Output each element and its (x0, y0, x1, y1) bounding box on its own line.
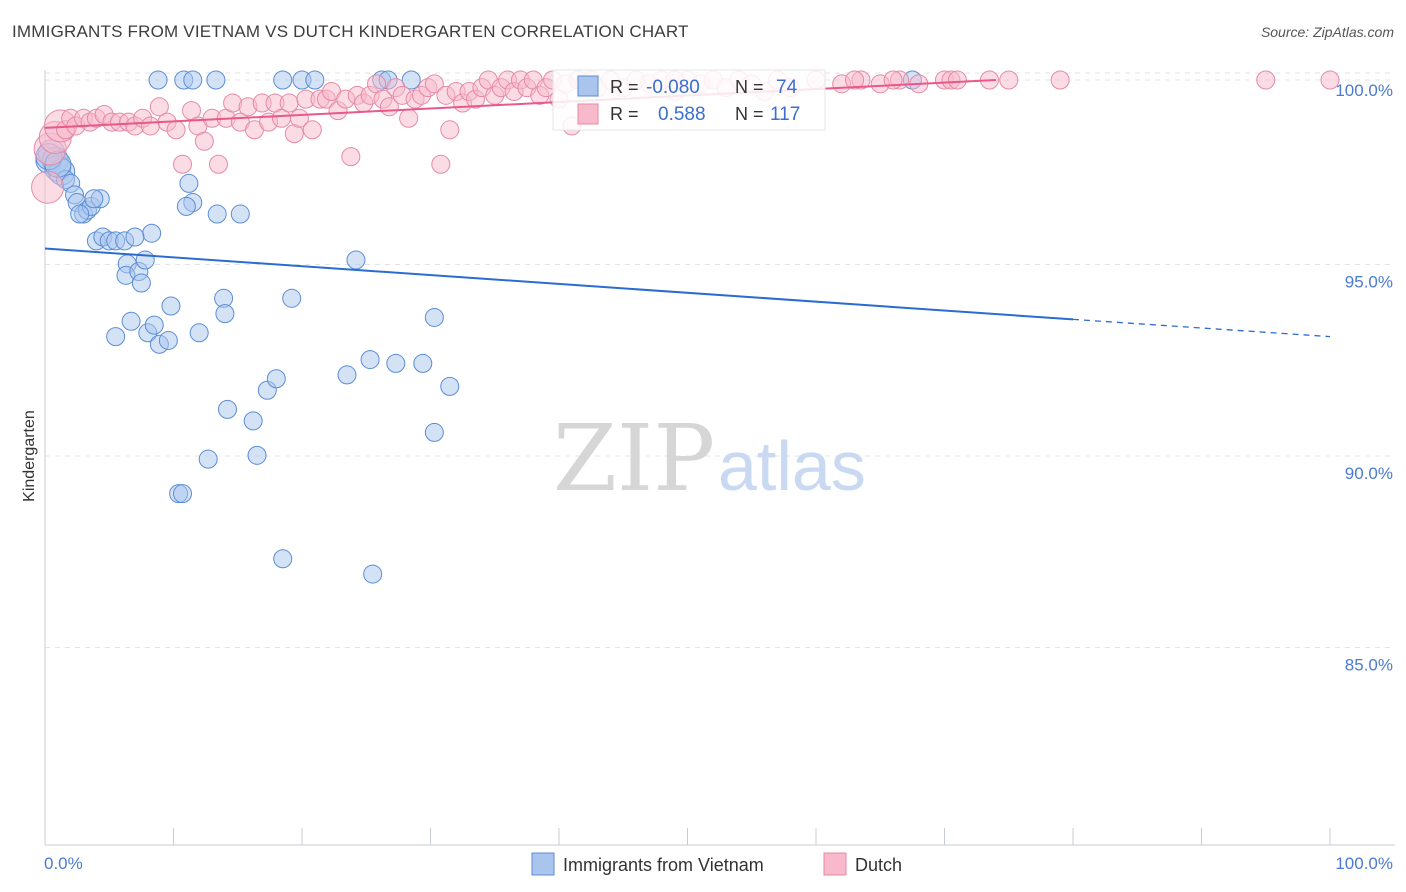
watermark: ZIP atlas (553, 405, 866, 512)
stats-n-label-blue: N = (735, 77, 764, 97)
x-tick-label-max: 100.0% (1335, 854, 1393, 873)
chart-title: IMMIGRANTS FROM VIETNAM VS DUTCH KINDERG… (12, 22, 689, 41)
dutch-point-20 (172, 154, 192, 174)
x-tick-marks (44, 828, 1331, 845)
stats-r-label-pink: R = (610, 104, 639, 124)
vietnam-point-35 (230, 204, 250, 224)
vietnam-point-47 (282, 288, 302, 308)
chart-source: Source: ZipAtlas.com (1260, 24, 1394, 40)
dutch-point-109 (1256, 70, 1276, 90)
dutch-point-0 (31, 170, 65, 204)
dutch-point-54 (399, 108, 419, 128)
vietnam-point-61 (206, 70, 226, 90)
vietnam-point-42 (172, 484, 192, 504)
vietnam-point-53 (424, 422, 444, 442)
dutch-point-35 (279, 93, 299, 113)
legend-swatch-dutch (823, 852, 847, 876)
vietnam-point-31 (179, 173, 199, 193)
stats-r-value-pink: 0.588 (658, 104, 706, 125)
dutch-point-25 (208, 154, 228, 174)
dutch-point-17 (149, 97, 169, 117)
bottom-legend: Immigrants from Vietnam Dutch (531, 852, 902, 876)
vietnam-point-27 (144, 315, 164, 335)
vietnam-point-55 (346, 250, 366, 270)
y-tick-labels: 100.0% 95.0% 90.0% 85.0% (1335, 81, 1393, 675)
vietnam-point-58 (148, 70, 168, 90)
trend-lines (44, 79, 1331, 338)
vietnam-point-30 (161, 296, 181, 316)
vietnam-point-33 (176, 196, 196, 216)
series-immigrants-from-vietnam (35, 70, 922, 584)
dutch-point-110 (1320, 70, 1340, 90)
dutch-point-111 (845, 70, 865, 90)
trend-line-vietnam-extension (1072, 318, 1331, 338)
vietnam-point-60 (183, 70, 203, 90)
vietnam-point-40 (198, 449, 218, 469)
dutch-point-58 (424, 74, 444, 94)
legend-swatch-vietnam (531, 852, 555, 876)
dutch-point-23 (194, 131, 214, 151)
dutch-point-108 (1050, 70, 1070, 90)
vietnam-point-39 (217, 399, 237, 419)
stats-r-value-blue: -0.080 (646, 77, 700, 98)
stats-swatch-blue (577, 75, 599, 97)
stats-swatch-pink (577, 103, 599, 125)
stats-n-value-pink: 117 (770, 104, 800, 125)
y-tick-label-1: 95.0% (1345, 273, 1393, 292)
vietnam-point-51 (413, 353, 433, 373)
gridlines (45, 72, 1395, 648)
vietnam-point-62 (273, 70, 293, 90)
dutch-point-45 (341, 147, 361, 167)
vietnam-point-46 (266, 369, 286, 389)
trend-line-dutch (44, 79, 996, 129)
watermark-zip: ZIP (553, 405, 715, 512)
dutch-point-19 (166, 120, 186, 140)
y-tick-label-2: 90.0% (1345, 464, 1393, 483)
vietnam-point-22 (135, 250, 155, 270)
dutch-point-59 (431, 154, 451, 174)
series-dutch (31, 70, 1340, 204)
legend-label-vietnam: Immigrants from Vietnam (563, 855, 764, 875)
x-tick-label-min: 0.0% (44, 854, 83, 873)
vietnam-point-24 (106, 327, 126, 347)
vietnam-point-54 (424, 307, 444, 327)
vietnam-point-67 (401, 70, 421, 90)
dutch-point-16 (140, 116, 160, 136)
vietnam-point-34 (207, 204, 227, 224)
vietnam-point-23 (142, 223, 162, 243)
vietnam-point-52 (440, 376, 460, 396)
dutch-point-115 (999, 70, 1019, 90)
stats-r-label-blue: R = (610, 77, 639, 97)
y-axis-label: Kindergarten (21, 410, 38, 502)
vietnam-point-38 (215, 304, 235, 324)
vietnam-point-43 (243, 411, 263, 431)
dutch-point-37 (289, 108, 309, 128)
dutch-point-39 (302, 120, 322, 140)
watermark-atlas: atlas (718, 427, 866, 505)
vietnam-point-64 (305, 70, 325, 90)
vietnam-point-56 (273, 549, 293, 569)
vietnam-point-50 (386, 353, 406, 373)
dutch-point-61 (440, 120, 460, 140)
vietnam-point-57 (363, 564, 383, 584)
vietnam-point-72 (125, 227, 145, 247)
vietnam-point-48 (337, 365, 357, 385)
vietnam-point-25 (121, 311, 141, 331)
vietnam-point-44 (247, 445, 267, 465)
vietnam-point-21 (131, 273, 151, 293)
dutch-point-113 (947, 70, 967, 90)
vietnam-point-71 (84, 189, 104, 209)
y-tick-label-3: 85.0% (1345, 656, 1393, 675)
legend-label-dutch: Dutch (855, 855, 902, 875)
stats-n-label-pink: N = (735, 104, 764, 124)
vietnam-point-49 (360, 350, 380, 370)
trend-line-vietnam (44, 247, 1074, 321)
y-tick-label-0: 100.0% (1335, 81, 1393, 100)
stats-legend: R = -0.080 N = 74 R = 0.588 N = 117 (552, 69, 826, 131)
vietnam-point-73 (70, 204, 90, 224)
vietnam-point-36 (189, 323, 209, 343)
vietnam-point-29 (158, 330, 178, 350)
stats-n-value-blue: 74 (776, 77, 798, 98)
